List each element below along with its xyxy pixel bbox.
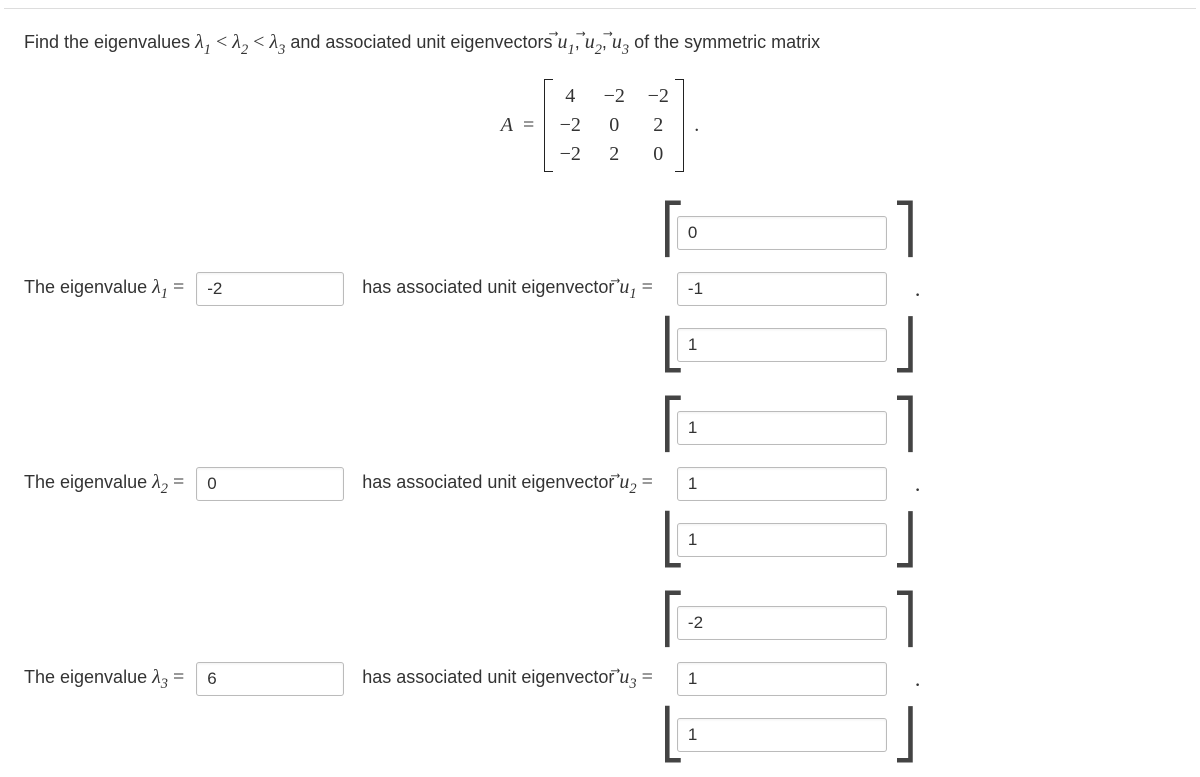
row1-period: . bbox=[915, 276, 921, 302]
row2-period: . bbox=[915, 471, 921, 497]
u2-vec: u2 bbox=[585, 27, 602, 61]
bracket-icon: ⎣ bbox=[661, 322, 671, 372]
eig2-label: The eigenvalue λ2 = bbox=[24, 471, 184, 498]
matrix-period: . bbox=[694, 114, 699, 137]
vec1-label: has associated unit eigenvector u1 = bbox=[362, 276, 653, 303]
row3-period: . bbox=[915, 666, 921, 692]
lambda-2: λ2 bbox=[232, 31, 248, 53]
m12: −2 bbox=[602, 85, 626, 108]
bracket-icon: ⎡ bbox=[661, 206, 671, 256]
bracket-icon: ⎦ bbox=[893, 322, 903, 372]
problem-prompt: Find the eigenvalues λ1 < λ2 < λ3 and as… bbox=[24, 27, 1176, 61]
matrix-A: 4 −2 −2 −2 0 2 −2 2 0 bbox=[544, 79, 684, 172]
m22: 0 bbox=[602, 114, 626, 137]
bracket-icon: ⎤ bbox=[893, 401, 903, 451]
m21: −2 bbox=[558, 114, 582, 137]
bracket-icon: ⎣ bbox=[661, 517, 671, 567]
u2-comp-1-input[interactable] bbox=[677, 411, 887, 445]
lt-2: < bbox=[248, 31, 269, 53]
matrix-A-label: A bbox=[501, 114, 513, 137]
eigenvector-1: ⎡ ⎣ ⎤ ⎦ bbox=[665, 212, 899, 366]
eigenvalue-1-input[interactable] bbox=[196, 272, 344, 306]
problem-container: Find the eigenvalues λ1 < λ2 < λ3 and as… bbox=[4, 8, 1196, 777]
u3-comp-1-input[interactable] bbox=[677, 606, 887, 640]
vec3-label: has associated unit eigenvector u3 = bbox=[362, 666, 653, 693]
bracket-icon: ⎣ bbox=[661, 712, 671, 762]
eigen-row-3: The eigenvalue λ3 = has associated unit … bbox=[24, 602, 1176, 757]
eig1-label: The eigenvalue λ1 = bbox=[24, 276, 184, 303]
u3-vec: u3 bbox=[612, 27, 629, 61]
answer-rows: The eigenvalue λ1 = has associated unit … bbox=[24, 212, 1176, 757]
eigenvalue-3-input[interactable] bbox=[196, 662, 344, 696]
eigen-row-2: The eigenvalue λ2 = has associated unit … bbox=[24, 407, 1176, 562]
eigenvalue-2-input[interactable] bbox=[196, 467, 344, 501]
matrix-display: A = 4 −2 −2 −2 0 2 −2 2 0 . bbox=[24, 79, 1176, 172]
eigen-row-1: The eigenvalue λ1 = has associated unit … bbox=[24, 212, 1176, 367]
prompt-text: Find the eigenvalues bbox=[24, 32, 195, 52]
m11: 4 bbox=[558, 85, 582, 108]
m32: 2 bbox=[602, 143, 626, 166]
m13: −2 bbox=[646, 85, 670, 108]
u1-vec: u1 bbox=[557, 27, 574, 61]
m33: 0 bbox=[646, 143, 670, 166]
u1-comp-3-input[interactable] bbox=[677, 328, 887, 362]
prompt-mid: and associated unit eigenvectors bbox=[285, 32, 557, 52]
lambda-1: λ1 bbox=[195, 31, 211, 53]
eigenvector-2: ⎡ ⎣ ⎤ ⎦ bbox=[665, 407, 899, 561]
vec2-label: has associated unit eigenvector u2 = bbox=[362, 471, 653, 498]
u3-comp-3-input[interactable] bbox=[677, 718, 887, 752]
matrix-eq: = bbox=[523, 114, 534, 137]
m31: −2 bbox=[558, 143, 582, 166]
bracket-icon: ⎦ bbox=[893, 712, 903, 762]
u3-comp-2-input[interactable] bbox=[677, 662, 887, 696]
bracket-icon: ⎡ bbox=[661, 596, 671, 646]
lambda-3: λ3 bbox=[269, 31, 285, 53]
bracket-icon: ⎦ bbox=[893, 517, 903, 567]
bracket-icon: ⎤ bbox=[893, 596, 903, 646]
eig3-label: The eigenvalue λ3 = bbox=[24, 666, 184, 693]
prompt-post: of the symmetric matrix bbox=[629, 32, 820, 52]
m23: 2 bbox=[646, 114, 670, 137]
lt-1: < bbox=[211, 31, 232, 53]
u1-comp-1-input[interactable] bbox=[677, 216, 887, 250]
u1-comp-2-input[interactable] bbox=[677, 272, 887, 306]
eigenvector-3: ⎡ ⎣ ⎤ ⎦ bbox=[665, 602, 899, 756]
u2-comp-2-input[interactable] bbox=[677, 467, 887, 501]
bracket-icon: ⎤ bbox=[893, 206, 903, 256]
u2-comp-3-input[interactable] bbox=[677, 523, 887, 557]
bracket-icon: ⎡ bbox=[661, 401, 671, 451]
